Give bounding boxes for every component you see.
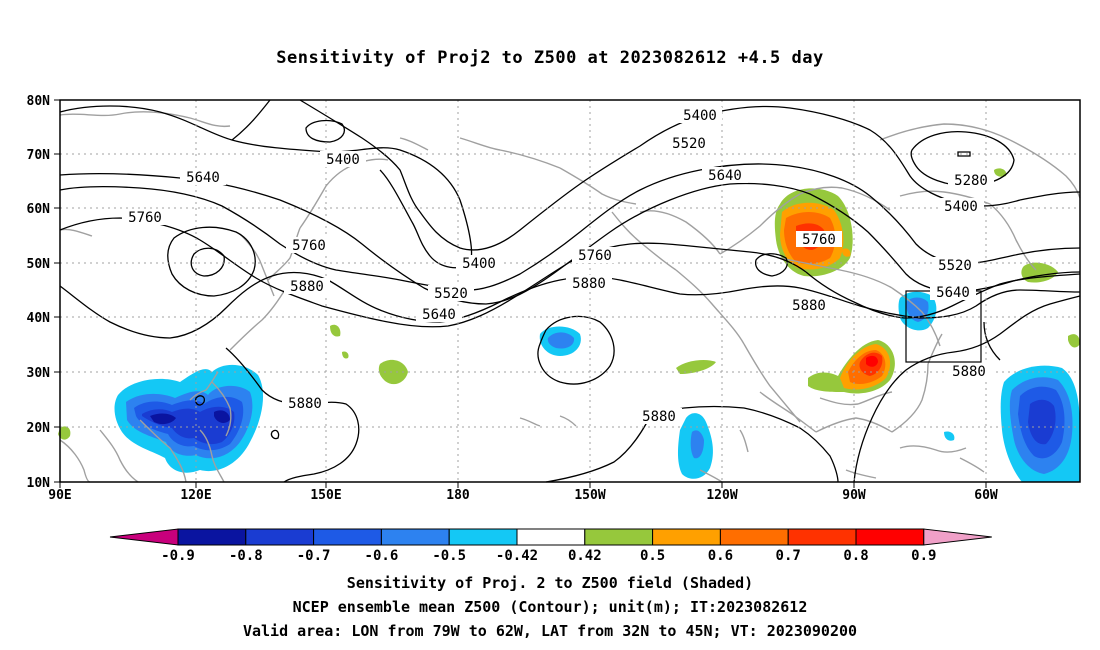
contour-label-layer: 5400 5400 5400 5400 5520 5520 5520 5640 … [122,107,994,425]
colorbar-label: -0.9 [161,548,195,564]
footer-line-2: NCEP ensemble mean Z500 (Contour); unit(… [292,598,808,616]
lon-label-120w: 120W [706,488,737,503]
longitude-axis: 90E 120E 150E 180 150W 120W 90W 60W [48,482,998,503]
svg-text:5880: 5880 [572,276,606,292]
contour-5520-a: 5520 [666,135,712,152]
lat-label-40n: 40N [27,311,51,326]
svg-text:5760: 5760 [802,232,836,248]
footer-line-1: Sensitivity of Proj. 2 to Z500 field (Sh… [346,574,754,592]
lon-label-90e: 90E [48,488,71,503]
svg-text:5880: 5880 [288,396,322,412]
lat-label-60n: 60N [27,202,51,217]
lat-label-10n: 10N [27,476,51,491]
svg-text:5760: 5760 [578,248,612,264]
svg-text:5400: 5400 [683,108,717,124]
lat-label-30n: 30N [27,366,51,381]
svg-text:5520: 5520 [672,136,706,152]
colorbar-label: 0.9 [911,548,936,564]
svg-text:5640: 5640 [708,168,742,184]
svg-text:5400: 5400 [944,199,978,215]
contour-5760-b: 5760 [286,237,332,254]
map-frame [59,99,1081,483]
footer-line-3: Valid area: LON from 79W to 62W, LAT fro… [242,622,858,640]
colorbar-box [787,528,857,546]
colorbar-label: -0.5 [432,548,466,564]
contour-5520-b: 5520 [428,285,474,302]
lat-label-50n: 50N [27,257,51,272]
svg-text:5760: 5760 [292,238,326,254]
colorbar-left-arrow [109,528,179,546]
svg-text:5400: 5400 [326,152,360,168]
contour-5640-a: 5640 [180,169,226,186]
lat-label-20n: 20N [27,421,51,436]
lat-lon-grid [60,100,1080,482]
latitude-axis: 80N 70N 60N 50N 40N 30N 20N 10N [27,94,60,491]
contour-5640-b: 5640 [702,167,748,184]
colorbar-box [177,528,247,546]
svg-text:5880: 5880 [952,364,986,380]
svg-text:5520: 5520 [434,286,468,302]
svg-text:5400: 5400 [462,256,496,272]
contour-5640-c: 5640 [416,306,462,323]
colorbar-box [584,528,654,546]
colorbar-label: 0.42 [568,548,602,564]
colorbar-box [380,528,450,546]
colorbar: -0.9 -0.8 -0.7 -0.6 -0.5 -0.42 0.42 0.5 0.6 0.7 0.… [109,528,992,564]
coastlines [59,111,1081,483]
colorbar-label: 0.8 [843,548,868,564]
svg-text:5880: 5880 [792,298,826,314]
contour-5880-c: 5880 [282,395,328,412]
lon-label-150w: 150W [574,488,605,503]
lon-label-180: 180 [446,488,470,503]
colorbar-label: -0.8 [229,548,263,564]
colorbar-box [448,528,518,546]
colorbar-label: -0.6 [365,548,399,564]
svg-text:5880: 5880 [290,279,324,295]
contour-5880-e: 5880 [786,297,832,314]
svg-text:5640: 5640 [422,307,456,323]
lon-label-150e: 150E [310,488,341,503]
lat-label-70n: 70N [27,148,51,163]
contour-5280-a: 5280 [948,172,994,189]
colorbar-box [245,528,315,546]
colorbar-label: -0.42 [496,548,538,564]
z500-contours [59,99,1081,483]
shading-layer [58,168,1080,482]
lon-label-90w: 90W [842,488,866,503]
svg-text:5760: 5760 [128,210,162,226]
contour-5760-a: 5760 [122,209,168,226]
colorbar-label: -0.7 [297,548,331,564]
colorbar-box [313,528,382,546]
contour-5400-b: 5400 [320,151,366,168]
contour-5400-a: 5400 [678,107,722,124]
contour-5880-f: 5880 [946,363,992,380]
colorbar-label: 0.5 [640,548,665,564]
contour-5400-c: 5400 [456,255,502,272]
contour-5880-a: 5880 [284,278,330,295]
lon-label-60w: 60W [974,488,998,503]
colorbar-box [855,528,925,546]
contour-5640-d: 5640 [930,284,976,301]
svg-text:5880: 5880 [642,409,676,425]
contour-5880-d: 5880 [636,408,682,425]
lat-label-80n: 80N [27,94,51,109]
contour-5520-c: 5520 [932,257,978,274]
contour-5760-d: 5760 [796,231,842,248]
contour-5400-d: 5400 [938,198,984,215]
colorbar-label: 0.6 [708,548,733,564]
colorbar-label: 0.7 [776,548,801,564]
colorbar-box [652,528,721,546]
chart-title: Sensitivity of Proj2 to Z500 at 20230826… [276,48,824,68]
svg-text:5640: 5640 [186,170,220,186]
svg-text:5640: 5640 [936,285,970,301]
svg-text:5280: 5280 [954,173,988,189]
colorbar-right-arrow [923,528,992,546]
contour-5760-c: 5760 [572,247,618,264]
contour-5880-b: 5880 [566,275,612,292]
svg-text:5520: 5520 [938,258,972,274]
lon-label-120e: 120E [180,488,211,503]
colorbar-box [516,528,586,546]
colorbar-box [719,528,789,546]
